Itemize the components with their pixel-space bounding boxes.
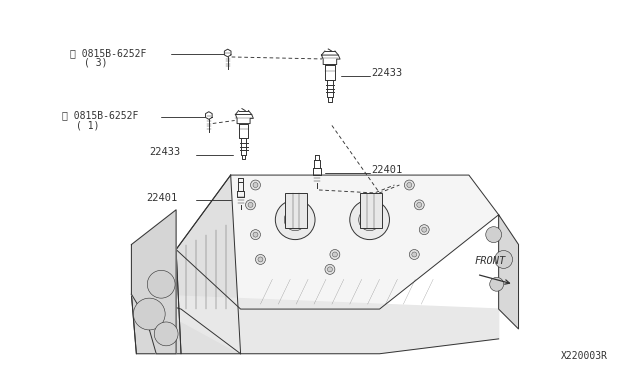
- Text: Ⓒ 0815B-6252F: Ⓒ 0815B-6252F: [70, 48, 147, 58]
- Circle shape: [422, 227, 427, 232]
- Circle shape: [412, 252, 417, 257]
- Text: Ⓒ 0815B-6252F: Ⓒ 0815B-6252F: [62, 110, 138, 121]
- Circle shape: [495, 250, 513, 268]
- Circle shape: [253, 232, 258, 237]
- Circle shape: [325, 264, 335, 274]
- Circle shape: [486, 227, 502, 243]
- Circle shape: [246, 200, 255, 210]
- Circle shape: [154, 322, 178, 346]
- Text: 22401: 22401: [372, 165, 403, 175]
- Circle shape: [350, 200, 390, 240]
- Polygon shape: [499, 215, 518, 329]
- Circle shape: [147, 270, 175, 298]
- Circle shape: [284, 209, 306, 231]
- Polygon shape: [176, 175, 499, 309]
- Circle shape: [133, 298, 165, 330]
- Text: 22433: 22433: [372, 68, 403, 78]
- Text: ( 1): ( 1): [76, 121, 99, 131]
- Polygon shape: [131, 210, 176, 354]
- Circle shape: [255, 254, 266, 264]
- Circle shape: [332, 252, 337, 257]
- Bar: [285, 193, 307, 228]
- Circle shape: [253, 183, 258, 187]
- Text: FRONT: FRONT: [475, 256, 506, 266]
- Text: ( 3): ( 3): [84, 58, 108, 68]
- Circle shape: [358, 209, 381, 231]
- Circle shape: [248, 202, 253, 207]
- Circle shape: [258, 257, 263, 262]
- Circle shape: [328, 267, 332, 272]
- Circle shape: [250, 230, 260, 240]
- Circle shape: [419, 225, 429, 235]
- Polygon shape: [131, 250, 181, 354]
- Circle shape: [410, 250, 419, 259]
- Circle shape: [330, 250, 340, 259]
- Circle shape: [490, 277, 504, 291]
- Circle shape: [414, 200, 424, 210]
- Circle shape: [417, 202, 422, 207]
- Bar: [360, 193, 381, 228]
- Text: 22433: 22433: [149, 147, 180, 157]
- Text: X220003R: X220003R: [561, 351, 608, 361]
- Polygon shape: [131, 294, 499, 354]
- Circle shape: [275, 200, 315, 240]
- Circle shape: [250, 180, 260, 190]
- Polygon shape: [176, 175, 241, 354]
- Text: 22401: 22401: [147, 193, 177, 203]
- Circle shape: [404, 180, 414, 190]
- Circle shape: [407, 183, 412, 187]
